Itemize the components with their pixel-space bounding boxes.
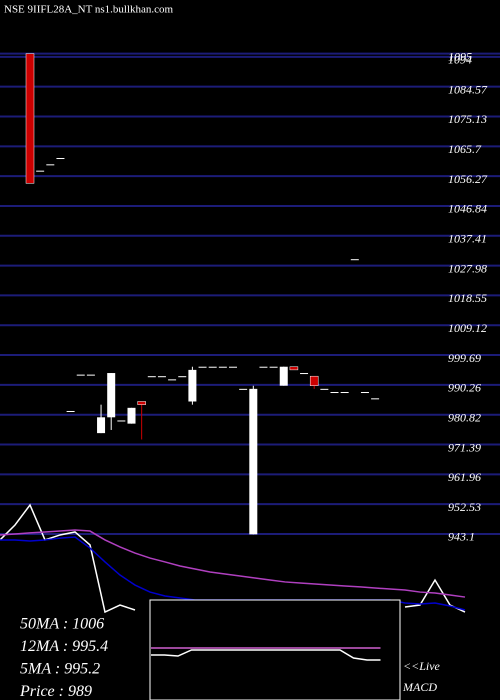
ma-line [0, 529, 466, 598]
stat-label: 50MA : 1006 [20, 616, 104, 633]
candle-body [66, 410, 75, 412]
candle-body [360, 392, 369, 394]
stat-label: 12MA : 995.4 [20, 638, 108, 655]
candle-body [117, 420, 126, 422]
y-tick-label: 1065.7 [448, 142, 482, 156]
candle-body [36, 170, 45, 172]
candle-body [340, 392, 349, 394]
y-tick-label: 971.39 [448, 440, 481, 454]
y-tick-label: 961.96 [448, 470, 481, 484]
candle-body [350, 259, 359, 261]
candle-body [76, 374, 85, 376]
candle-body [259, 366, 268, 368]
macd-label: MACD [402, 680, 437, 694]
y-tick-label: 1056.27 [448, 172, 488, 186]
candle-body [86, 374, 95, 376]
chart-title: NSE 9IIFL28A_NT ns1.bullkhan.com [4, 4, 174, 16]
y-tick-label: 990.26 [448, 381, 481, 395]
candle-body [218, 366, 227, 368]
ma-line [0, 503, 466, 614]
y-tick-label: 999.69 [448, 351, 481, 365]
candle-body [188, 369, 197, 402]
candle-body [198, 366, 207, 368]
y-tick-label: 952.53 [448, 500, 481, 514]
candle-body [137, 401, 146, 405]
macd-label: <<Live [403, 659, 441, 673]
candle-body [168, 379, 177, 381]
y-tick-label: 1037.41 [448, 232, 487, 246]
candle-body [97, 417, 106, 434]
candle-body [127, 407, 136, 424]
y-tick-label: 980.82 [448, 410, 481, 424]
stat-label: 5MA : 995.2 [20, 661, 100, 678]
y-tick-label: 1027.98 [448, 261, 487, 275]
candle-body [330, 392, 339, 394]
y-tick-label: 1018.55 [448, 291, 487, 305]
y-tick-label: 943.1 [448, 530, 475, 544]
candle-body [289, 366, 299, 371]
stat-label: Price : 989 [19, 683, 92, 700]
candle-body [25, 53, 35, 184]
y-tick-label: 1095 [448, 49, 472, 63]
y-tick-label: 1075.13 [448, 112, 487, 126]
y-tick-label: 1084.57 [448, 82, 488, 96]
candle-body [239, 388, 248, 390]
candle-body [249, 388, 258, 535]
y-tick-label: 1046.84 [448, 202, 487, 216]
candle-body [279, 366, 288, 386]
candle-body [371, 398, 380, 400]
candle-body [320, 388, 329, 390]
candle-body [309, 375, 319, 386]
candle-body [178, 376, 187, 378]
y-tick-label: 1094 [448, 53, 472, 67]
candle-body [56, 158, 65, 160]
candle-body [229, 366, 237, 368]
ma-line [0, 536, 466, 611]
y-tick-label: 1009.12 [448, 321, 487, 335]
candle-body [208, 366, 217, 368]
candle-body [147, 376, 156, 378]
candle-body [300, 373, 309, 375]
candle-body [157, 376, 166, 378]
candle-body [269, 366, 278, 368]
macd-line [151, 649, 381, 661]
candle-body [107, 373, 116, 418]
candle-body [46, 164, 55, 166]
